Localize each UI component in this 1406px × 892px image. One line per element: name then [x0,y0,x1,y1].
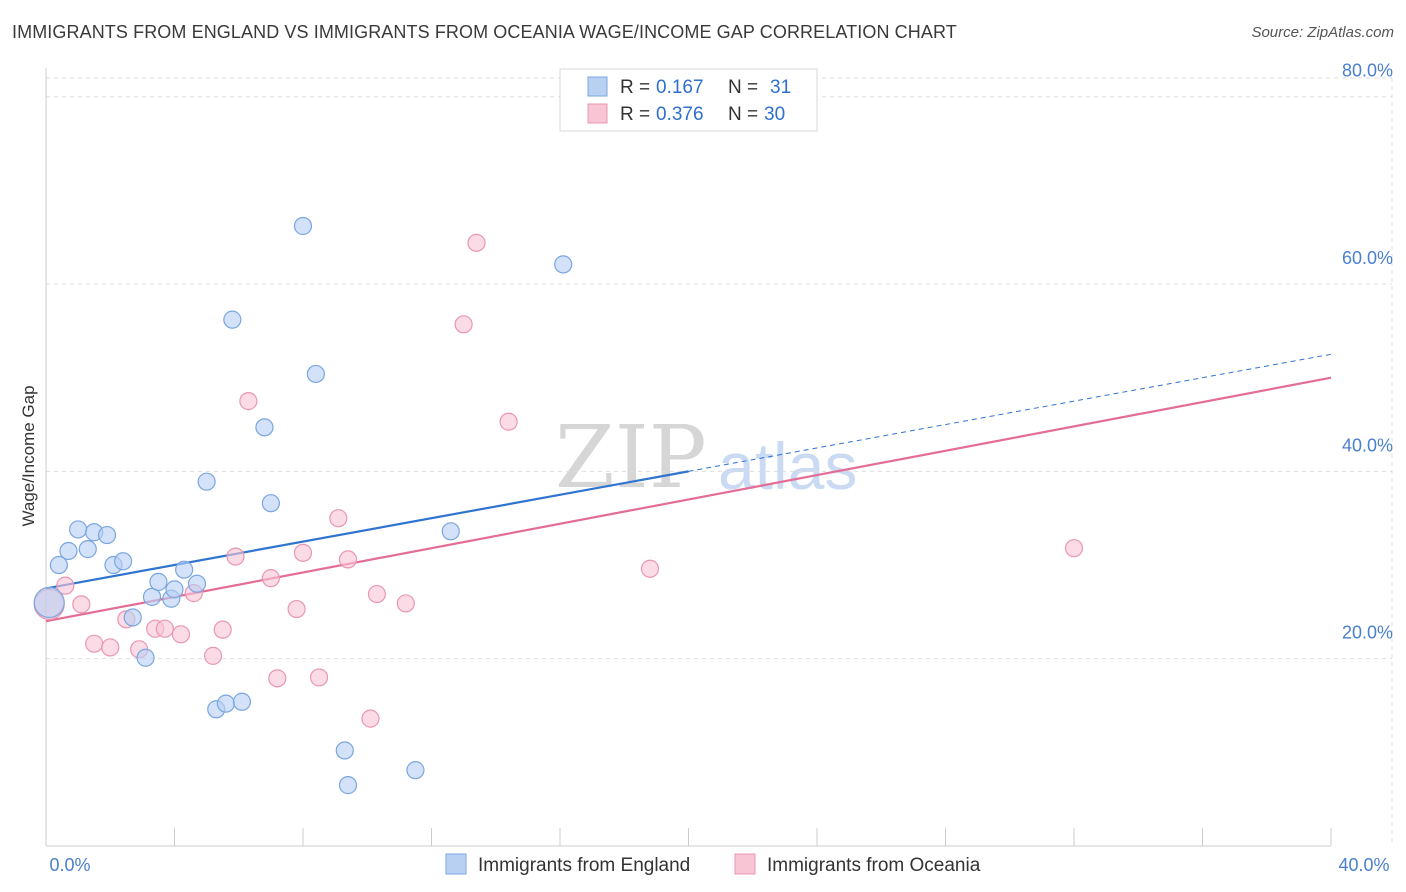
legend: R = 0.167 N = 31 R = 0.376 N = 30 [559,68,818,132]
oceania-point-14 [239,392,258,411]
legend-r-label-2: R = [620,104,650,125]
y-tick-label-40: 40.0% [1342,435,1393,455]
england-point-25 [306,364,325,384]
legend-r-value-1: 0.167 [656,77,704,98]
oceania-trend-line [45,376,1332,623]
legend-n-label-2: N = [728,104,758,125]
oceania-point-11 [203,646,223,665]
england-point-21 [232,692,252,711]
grid [46,77,1393,846]
england-point-0 [33,586,65,619]
axes [45,68,1332,847]
bottom-legend: Immigrants from England Immigrants from … [445,853,981,876]
bottom-legend-england: Immigrants from England [478,855,690,876]
legend-swatch-oceania [587,103,608,124]
england-point-28 [406,761,425,780]
y-tick-labels: 20.0% 40.0% 60.0% 80.0% [1342,61,1393,643]
oceania-point-19 [309,668,329,687]
watermark-zip: ZIP [555,408,707,508]
x-tick-label-min: 0.0% [49,855,90,875]
legend-r-label-1: R = [620,77,650,98]
oceania-point-22 [361,709,380,728]
england-point-30 [554,255,573,274]
england-point-9 [123,608,142,627]
oceania-point-25 [454,315,473,334]
trend-lines [45,353,1332,623]
england-point-29 [441,522,460,541]
england-point-14 [165,580,184,599]
england-point-20 [223,310,242,329]
england-point-16 [187,574,207,593]
england-trend-line [45,470,689,590]
england-point-27 [338,776,358,795]
oceania-point-21 [338,550,358,569]
england-points [33,216,573,795]
england-point-6 [97,525,117,545]
legend-swatch-england [587,76,608,97]
oceania-point-17 [287,599,306,619]
england-point-11 [142,587,162,606]
source-label: Source: ZipAtlas.com [1251,24,1394,41]
england-point-4 [78,540,97,559]
legend-n-label-1: N = [728,77,758,98]
oceania-point-1 [56,576,75,595]
watermark-atlas: atlas [718,429,857,503]
england-point-2 [59,541,78,561]
oceania-point-20 [329,509,348,528]
oceania-point-23 [367,584,386,604]
bottom-legend-oceania: Immigrants from Oceania [767,855,981,876]
england-trend-extension [688,353,1332,472]
oceania-point-26 [467,233,486,252]
oceania-point-27 [499,412,518,431]
bottom-legend-swatch-england [445,853,467,875]
oceania-point-3 [85,634,104,653]
england-point-8 [113,552,133,571]
oceania-point-18 [293,543,313,562]
legend-n-value-1: 31 [770,77,791,98]
oceania-point-9 [171,625,191,644]
england-point-15 [175,560,194,579]
oceania-point-2 [72,595,91,614]
england-point-10 [136,648,155,667]
england-point-22 [255,418,274,437]
england-point-12 [149,572,168,591]
england-point-3 [69,520,88,539]
england-point-1 [49,555,68,575]
legend-n-value-2: 30 [764,104,785,125]
england-point-17 [197,472,216,491]
oceania-point-29 [1064,539,1084,558]
oceania-point-12 [213,620,232,639]
england-point-24 [293,216,313,236]
oceania-point-15 [261,569,280,588]
y-axis-title: Wage/Income Gap [19,385,38,526]
oceania-point-8 [155,619,174,638]
legend-r-value-2: 0.376 [656,104,704,125]
oceania-point-16 [268,669,287,688]
y-tick-label-20: 20.0% [1342,623,1393,643]
y-tick-label-60: 60.0% [1342,248,1393,268]
england-point-19 [216,694,235,713]
chart-title: IMMIGRANTS FROM ENGLAND VS IMMIGRANTS FR… [12,22,957,42]
oceania-point-28 [640,559,660,578]
england-point-26 [335,741,354,760]
england-point-23 [261,494,280,513]
watermark: ZIP atlas [555,408,857,508]
oceania-point-4 [101,638,120,657]
oceania-point-13 [226,547,245,566]
y-tick-label-80: 80.0% [1342,61,1393,81]
oceania-point-24 [396,594,415,613]
bottom-legend-swatch-oceania [734,853,756,875]
x-tick-label-max: 40.0% [1338,855,1389,875]
